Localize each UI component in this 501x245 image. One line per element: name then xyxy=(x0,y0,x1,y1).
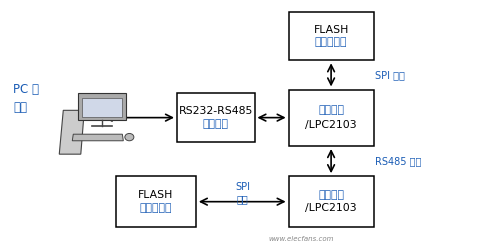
Text: 转换电路: 转换电路 xyxy=(202,119,228,129)
Text: SPI: SPI xyxy=(234,182,249,192)
Text: 通讯: 通讯 xyxy=(236,194,248,204)
Text: 存储器模块: 存储器模块 xyxy=(314,37,347,47)
Text: SPI 通讯: SPI 通讯 xyxy=(374,70,404,80)
Bar xyxy=(82,98,122,117)
Bar xyxy=(288,176,373,227)
Text: www.elecfans.com: www.elecfans.com xyxy=(268,236,333,242)
Bar xyxy=(116,176,195,227)
Text: FLASH: FLASH xyxy=(138,190,173,200)
Text: RS485 通讯: RS485 通讯 xyxy=(374,157,421,167)
Text: /LPC2103: /LPC2103 xyxy=(305,203,356,213)
Polygon shape xyxy=(59,110,84,154)
Text: 存储器模块: 存储器模块 xyxy=(139,203,172,213)
Text: FLASH: FLASH xyxy=(313,25,348,35)
Bar xyxy=(288,12,373,60)
Bar xyxy=(78,93,126,120)
Text: PC 上
位机: PC 上 位机 xyxy=(13,83,39,114)
Polygon shape xyxy=(72,134,123,141)
Ellipse shape xyxy=(125,134,134,141)
Bar xyxy=(177,93,254,142)
Text: RS232-RS485: RS232-RS485 xyxy=(178,106,253,116)
Bar xyxy=(288,90,373,146)
Text: 主站模块: 主站模块 xyxy=(318,105,343,115)
Text: /LPC2103: /LPC2103 xyxy=(305,120,356,130)
Text: 从站模块: 从站模块 xyxy=(318,190,343,200)
